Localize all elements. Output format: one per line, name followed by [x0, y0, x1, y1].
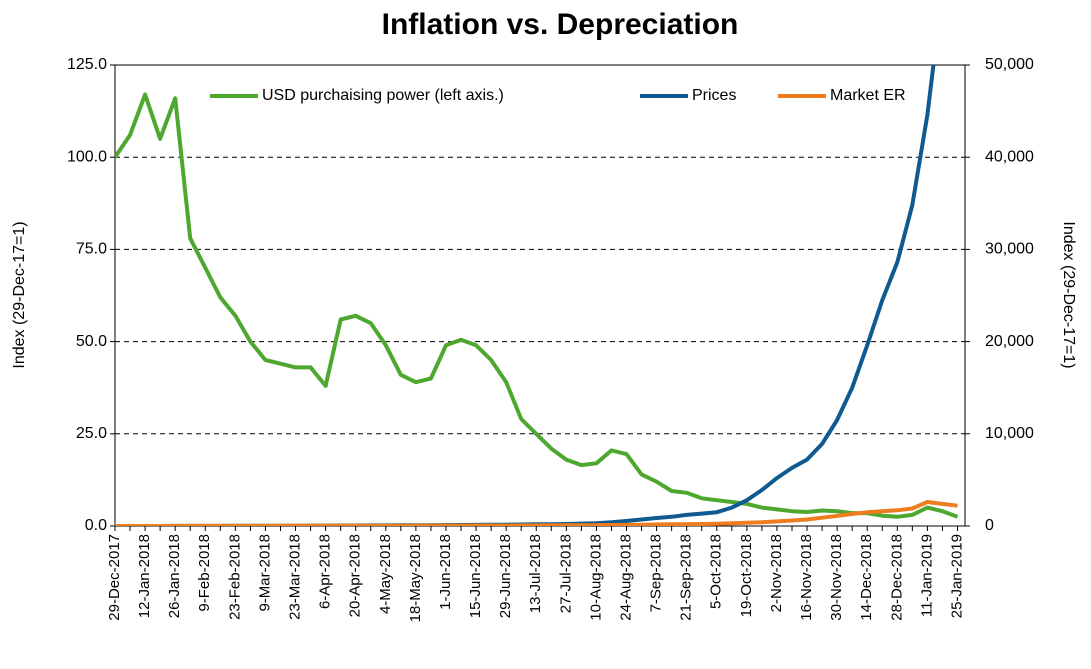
x-tick-label: 24-Aug-2018	[617, 534, 634, 621]
x-tick-label: 15-Jun-2018	[467, 534, 484, 618]
x-tick-label: 29-Dec-2017	[106, 534, 123, 621]
y2-axis-label: Index (29-Dec-17=1)	[1060, 221, 1077, 368]
x-tick-label: 6-Apr-2018	[317, 534, 334, 609]
x-tick-label: 1-Jun-2018	[437, 534, 454, 610]
x-tick-label: 10-Aug-2018	[587, 534, 604, 621]
x-tick-label: 25-Jan-2019	[948, 534, 965, 618]
x-tick-label: 5-Oct-2018	[708, 534, 725, 609]
x-tick-label: 9-Mar-2018	[256, 534, 273, 612]
x-tick-label: 4-May-2018	[377, 534, 394, 614]
x-tick-label: 14-Dec-2018	[858, 534, 875, 621]
series-line	[115, 92, 959, 519]
x-tick-label: 16-Nov-2018	[798, 534, 815, 621]
y-tick-label: 50.0	[76, 333, 107, 350]
x-tick-label: 30-Nov-2018	[828, 534, 845, 621]
y2-tick-label: 0	[985, 517, 994, 534]
x-tick-label: 12-Jan-2018	[136, 534, 153, 618]
y2-tick-label: 30,000	[985, 241, 1034, 258]
series-line	[115, 65, 936, 526]
x-tick-label: 11-Jan-2019	[918, 534, 935, 617]
legend-label: USD purchaising power (left axis.)	[262, 87, 504, 104]
y-axis-label: Index (29-Dec-17=1)	[11, 221, 28, 368]
plot-frame	[114, 64, 966, 527]
chart-title: Inflation vs. Depreciation	[382, 8, 739, 41]
x-tick-label: 29-Jun-2018	[497, 534, 514, 618]
x-tick-label: 20-Apr-2018	[347, 534, 364, 617]
x-tick-label: 26-Jan-2018	[166, 534, 183, 618]
x-tick-label: 21-Sep-2018	[678, 534, 695, 621]
x-tick-label: 18-May-2018	[407, 534, 424, 622]
x-tick-label: 9-Feb-2018	[196, 534, 213, 612]
x-tick-label: 23-Mar-2018	[286, 534, 303, 620]
x-tick-label: 19-Oct-2018	[738, 534, 755, 617]
y2-tick-label: 50,000	[985, 56, 1034, 73]
y2-tick-label: 10,000	[985, 425, 1034, 442]
x-tick-label: 2-Nov-2018	[768, 534, 785, 612]
y2-tick-label: 40,000	[985, 148, 1034, 165]
legend-label: Prices	[692, 87, 736, 104]
y-tick-label: 0.0	[85, 517, 107, 534]
x-tick-label: 27-Jul-2018	[557, 534, 574, 613]
y-tick-label: 75.0	[76, 241, 107, 258]
y-tick-label: 100.0	[67, 148, 107, 165]
legend-label: Market ER	[830, 87, 906, 104]
series-line	[115, 500, 958, 526]
x-tick-label: 23-Feb-2018	[226, 534, 243, 620]
y-tick-label: 25.0	[76, 425, 107, 442]
x-tick-label: 7-Sep-2018	[648, 534, 665, 612]
y2-tick-label: 20,000	[985, 333, 1034, 350]
y-tick-label: 125.0	[67, 56, 107, 73]
x-tick-label: 13-Jul-2018	[527, 534, 544, 613]
x-tick-label: 28-Dec-2018	[888, 534, 905, 621]
